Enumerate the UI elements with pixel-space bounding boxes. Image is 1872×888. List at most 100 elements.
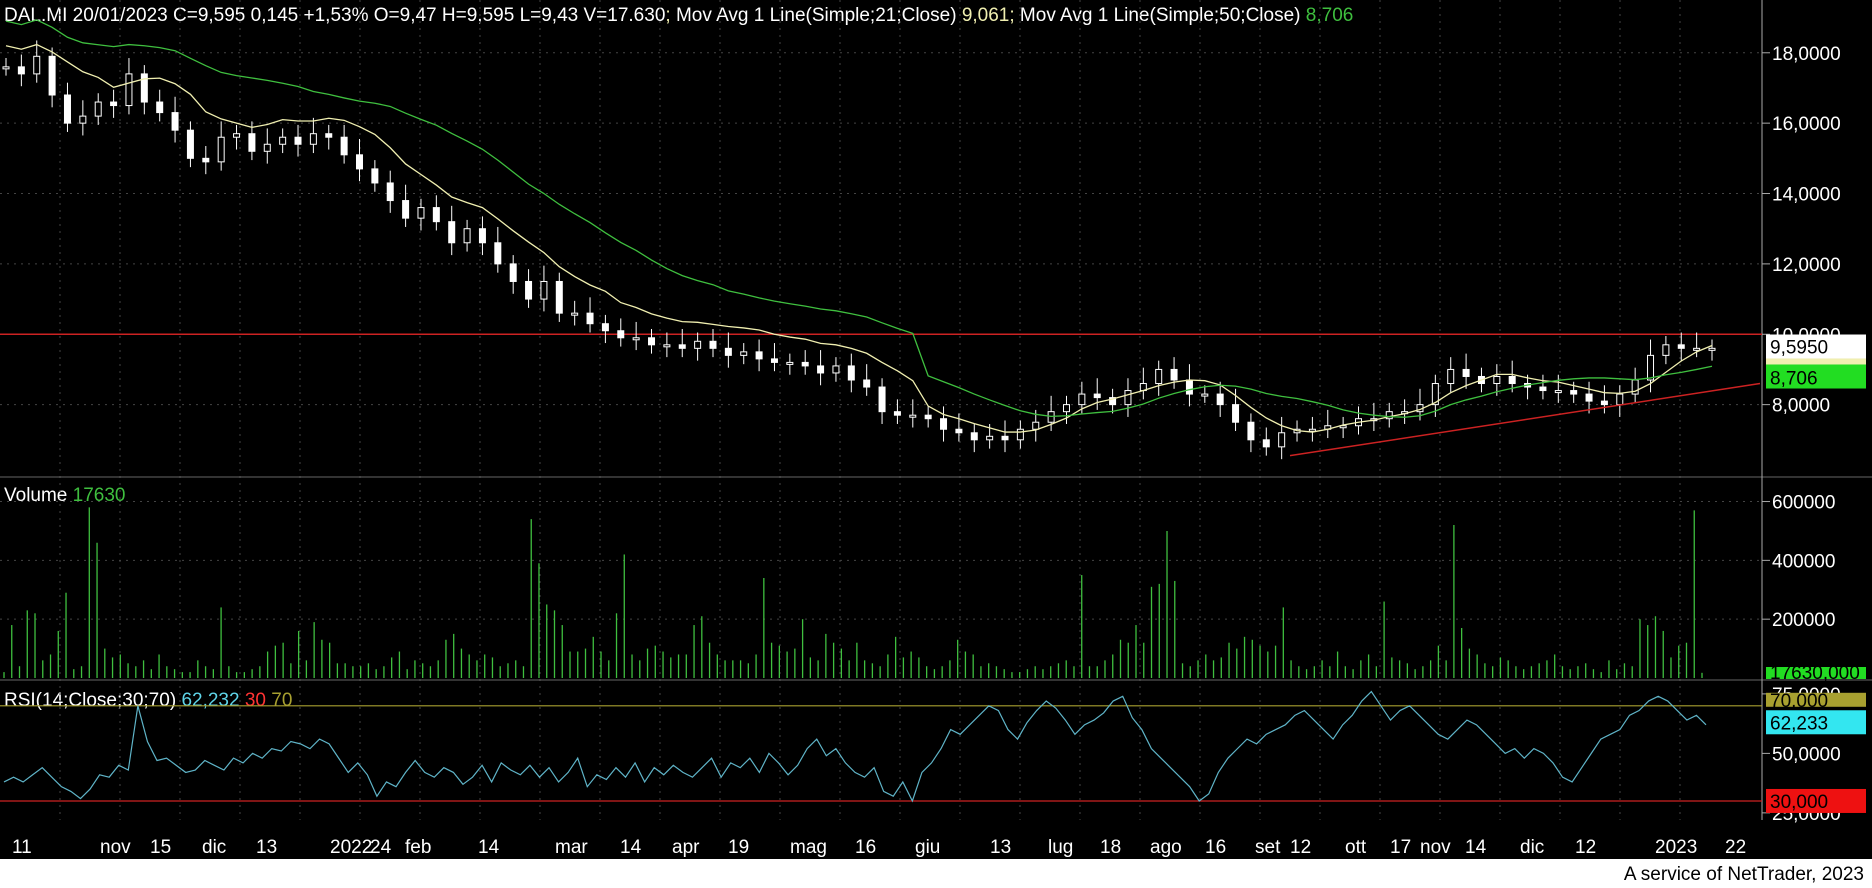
rsi-30-box — [1766, 788, 1866, 813]
x-tick-label: mag — [790, 837, 827, 858]
open-label: O=9,47 — [373, 5, 437, 26]
candle-body — [924, 414, 932, 420]
ma50-line — [5, 19, 1713, 418]
candle-body — [355, 154, 363, 170]
x-tick-label: 12 — [1575, 837, 1596, 858]
candle-body — [955, 428, 963, 434]
volume-tick-label: 200000 — [1772, 610, 1835, 631]
candle-body — [1201, 393, 1209, 397]
ma21-label: Mov Avg 1 Line(Simple;21;Close) — [675, 5, 957, 26]
candle-body — [63, 94, 71, 124]
candle-body — [678, 344, 686, 349]
candle-body — [940, 418, 948, 430]
x-tick-label: apr — [672, 837, 700, 858]
ma21-last-box — [1766, 358, 1866, 365]
candle-body — [1032, 421, 1040, 430]
candle-body — [248, 133, 256, 152]
candle-body — [986, 435, 994, 441]
candle-body — [1232, 404, 1240, 423]
x-tick-label: mar — [555, 837, 588, 858]
candle-body — [909, 414, 917, 418]
x-tick-label: 16 — [855, 837, 876, 858]
candle-body — [494, 242, 502, 265]
rsi-70-value: 70,000 — [1770, 691, 1828, 712]
rsi-70-box — [1766, 692, 1866, 707]
x-tick-label: 12 — [1290, 837, 1311, 858]
change-pct-label: +1,53% — [303, 5, 369, 26]
candle-body — [432, 207, 440, 223]
last-close-value: 9,5950 — [1770, 338, 1828, 359]
candle-body — [1431, 383, 1439, 406]
candle-body — [217, 136, 225, 163]
x-tick-label: 14 — [1465, 837, 1487, 858]
x-tick-label: ott — [1345, 837, 1367, 858]
ma50-last-box — [1766, 364, 1866, 389]
candle-body — [1016, 428, 1024, 441]
x-tick-label: 14 — [478, 837, 500, 858]
candle-body — [279, 136, 287, 145]
volume-tick-label: 400000 — [1772, 551, 1835, 572]
candle-body — [801, 361, 809, 367]
candle-body — [94, 101, 102, 117]
candle-body — [893, 411, 901, 416]
candle-body — [1124, 390, 1132, 406]
rsi-30-value: 30,000 — [1770, 792, 1828, 813]
candle-body — [1062, 404, 1070, 413]
candle-body — [33, 55, 41, 75]
candle-body — [1278, 432, 1286, 448]
volume-value: 17630 — [72, 485, 126, 506]
x-tick-label: 2022 — [330, 837, 372, 858]
rsi-last-box — [1766, 710, 1866, 735]
candle-body — [1385, 411, 1393, 420]
candle-body — [1647, 354, 1655, 381]
x-tick-label: ago — [1150, 837, 1182, 858]
ticker-label: DAL.MI — [4, 5, 68, 26]
low-label: L=9,43 — [519, 5, 579, 26]
candle-body — [1554, 390, 1562, 394]
candle-body — [294, 136, 302, 145]
candle-body — [632, 337, 640, 341]
candle-body — [832, 365, 840, 374]
candle-body — [525, 280, 533, 300]
candle-body — [1109, 397, 1117, 406]
candle-body — [648, 337, 656, 346]
candle-body — [325, 133, 333, 138]
candle-body — [970, 432, 978, 441]
candle-body — [1708, 347, 1716, 351]
ma50-label: Mov Avg 1 Line(Simple;50;Close) — [1019, 5, 1301, 26]
x-tick-label: 2023 — [1655, 837, 1697, 858]
volume-last-box — [1766, 667, 1866, 679]
candle-body — [1600, 400, 1608, 406]
candle-body — [709, 340, 717, 349]
close-label: C=9,595 — [173, 5, 246, 26]
price-tick-label: 8,0000 — [1772, 396, 1830, 417]
x-tick-label: 11 — [12, 837, 32, 858]
x-tick-label: 17 — [1390, 837, 1411, 858]
ma21-line — [5, 43, 1713, 433]
candle-body — [601, 323, 609, 332]
candle-body — [140, 73, 148, 103]
candle-body — [1185, 379, 1193, 395]
candle-body — [1170, 368, 1178, 381]
chart-header: DAL.MI 20/01/2023 C=9,595 0,145 +1,53% O… — [4, 5, 1354, 26]
x-tick-label: dic — [1520, 837, 1544, 858]
rsi-line — [3, 690, 1707, 803]
candle-body — [186, 129, 194, 159]
candle-body — [79, 115, 87, 124]
candle-body — [478, 228, 486, 244]
candle-body — [17, 66, 25, 75]
x-tick-label: 16 — [1205, 837, 1226, 858]
x-tick-label: nov — [1420, 837, 1451, 858]
candle-body — [1570, 390, 1578, 395]
candle-body — [724, 347, 732, 356]
x-tick-label: dic — [202, 837, 226, 858]
candle-body — [1693, 347, 1701, 351]
x-tick-label: 18 — [1100, 837, 1121, 858]
x-tick-label: 15 — [150, 837, 171, 858]
candle-body — [509, 263, 517, 282]
footer-credit: A service of NetTrader, 2023 — [1621, 864, 1866, 886]
ma50-last-value: 8,706 — [1770, 369, 1818, 390]
candle-body — [202, 157, 210, 163]
change-label: 0,145 — [250, 5, 299, 26]
candle-body — [110, 101, 118, 107]
